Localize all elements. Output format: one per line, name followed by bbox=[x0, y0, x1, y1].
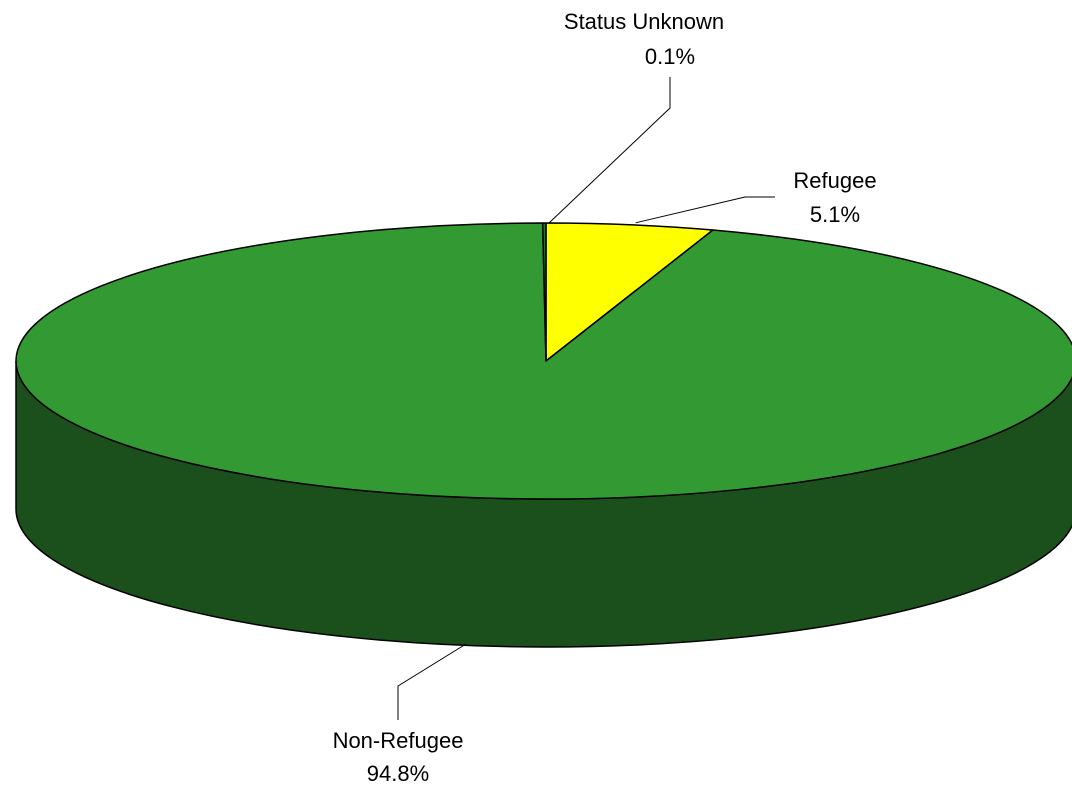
leader-lines bbox=[397, 77, 775, 720]
label-refugee-percent: 5.1% bbox=[810, 202, 860, 227]
pie-top-face bbox=[15, 222, 1072, 500]
label-status-unknown-name: Status Unknown bbox=[564, 9, 724, 34]
leader-status-unknown bbox=[548, 77, 671, 224]
label-refugee-name: Refugee bbox=[793, 168, 876, 193]
slice-non-refugee bbox=[15, 222, 1072, 500]
label-non-refugee-percent: 94.8% bbox=[367, 761, 429, 786]
leader-refugee bbox=[635, 196, 775, 224]
slice-labels: Status Unknown 0.1% Refugee 5.1% Non-Ref… bbox=[333, 9, 877, 786]
leader-non-refugee bbox=[397, 643, 467, 720]
label-non-refugee-name: Non-Refugee bbox=[333, 728, 464, 753]
label-status-unknown-percent: 0.1% bbox=[645, 44, 695, 69]
slice-status-unknown bbox=[541, 222, 547, 362]
